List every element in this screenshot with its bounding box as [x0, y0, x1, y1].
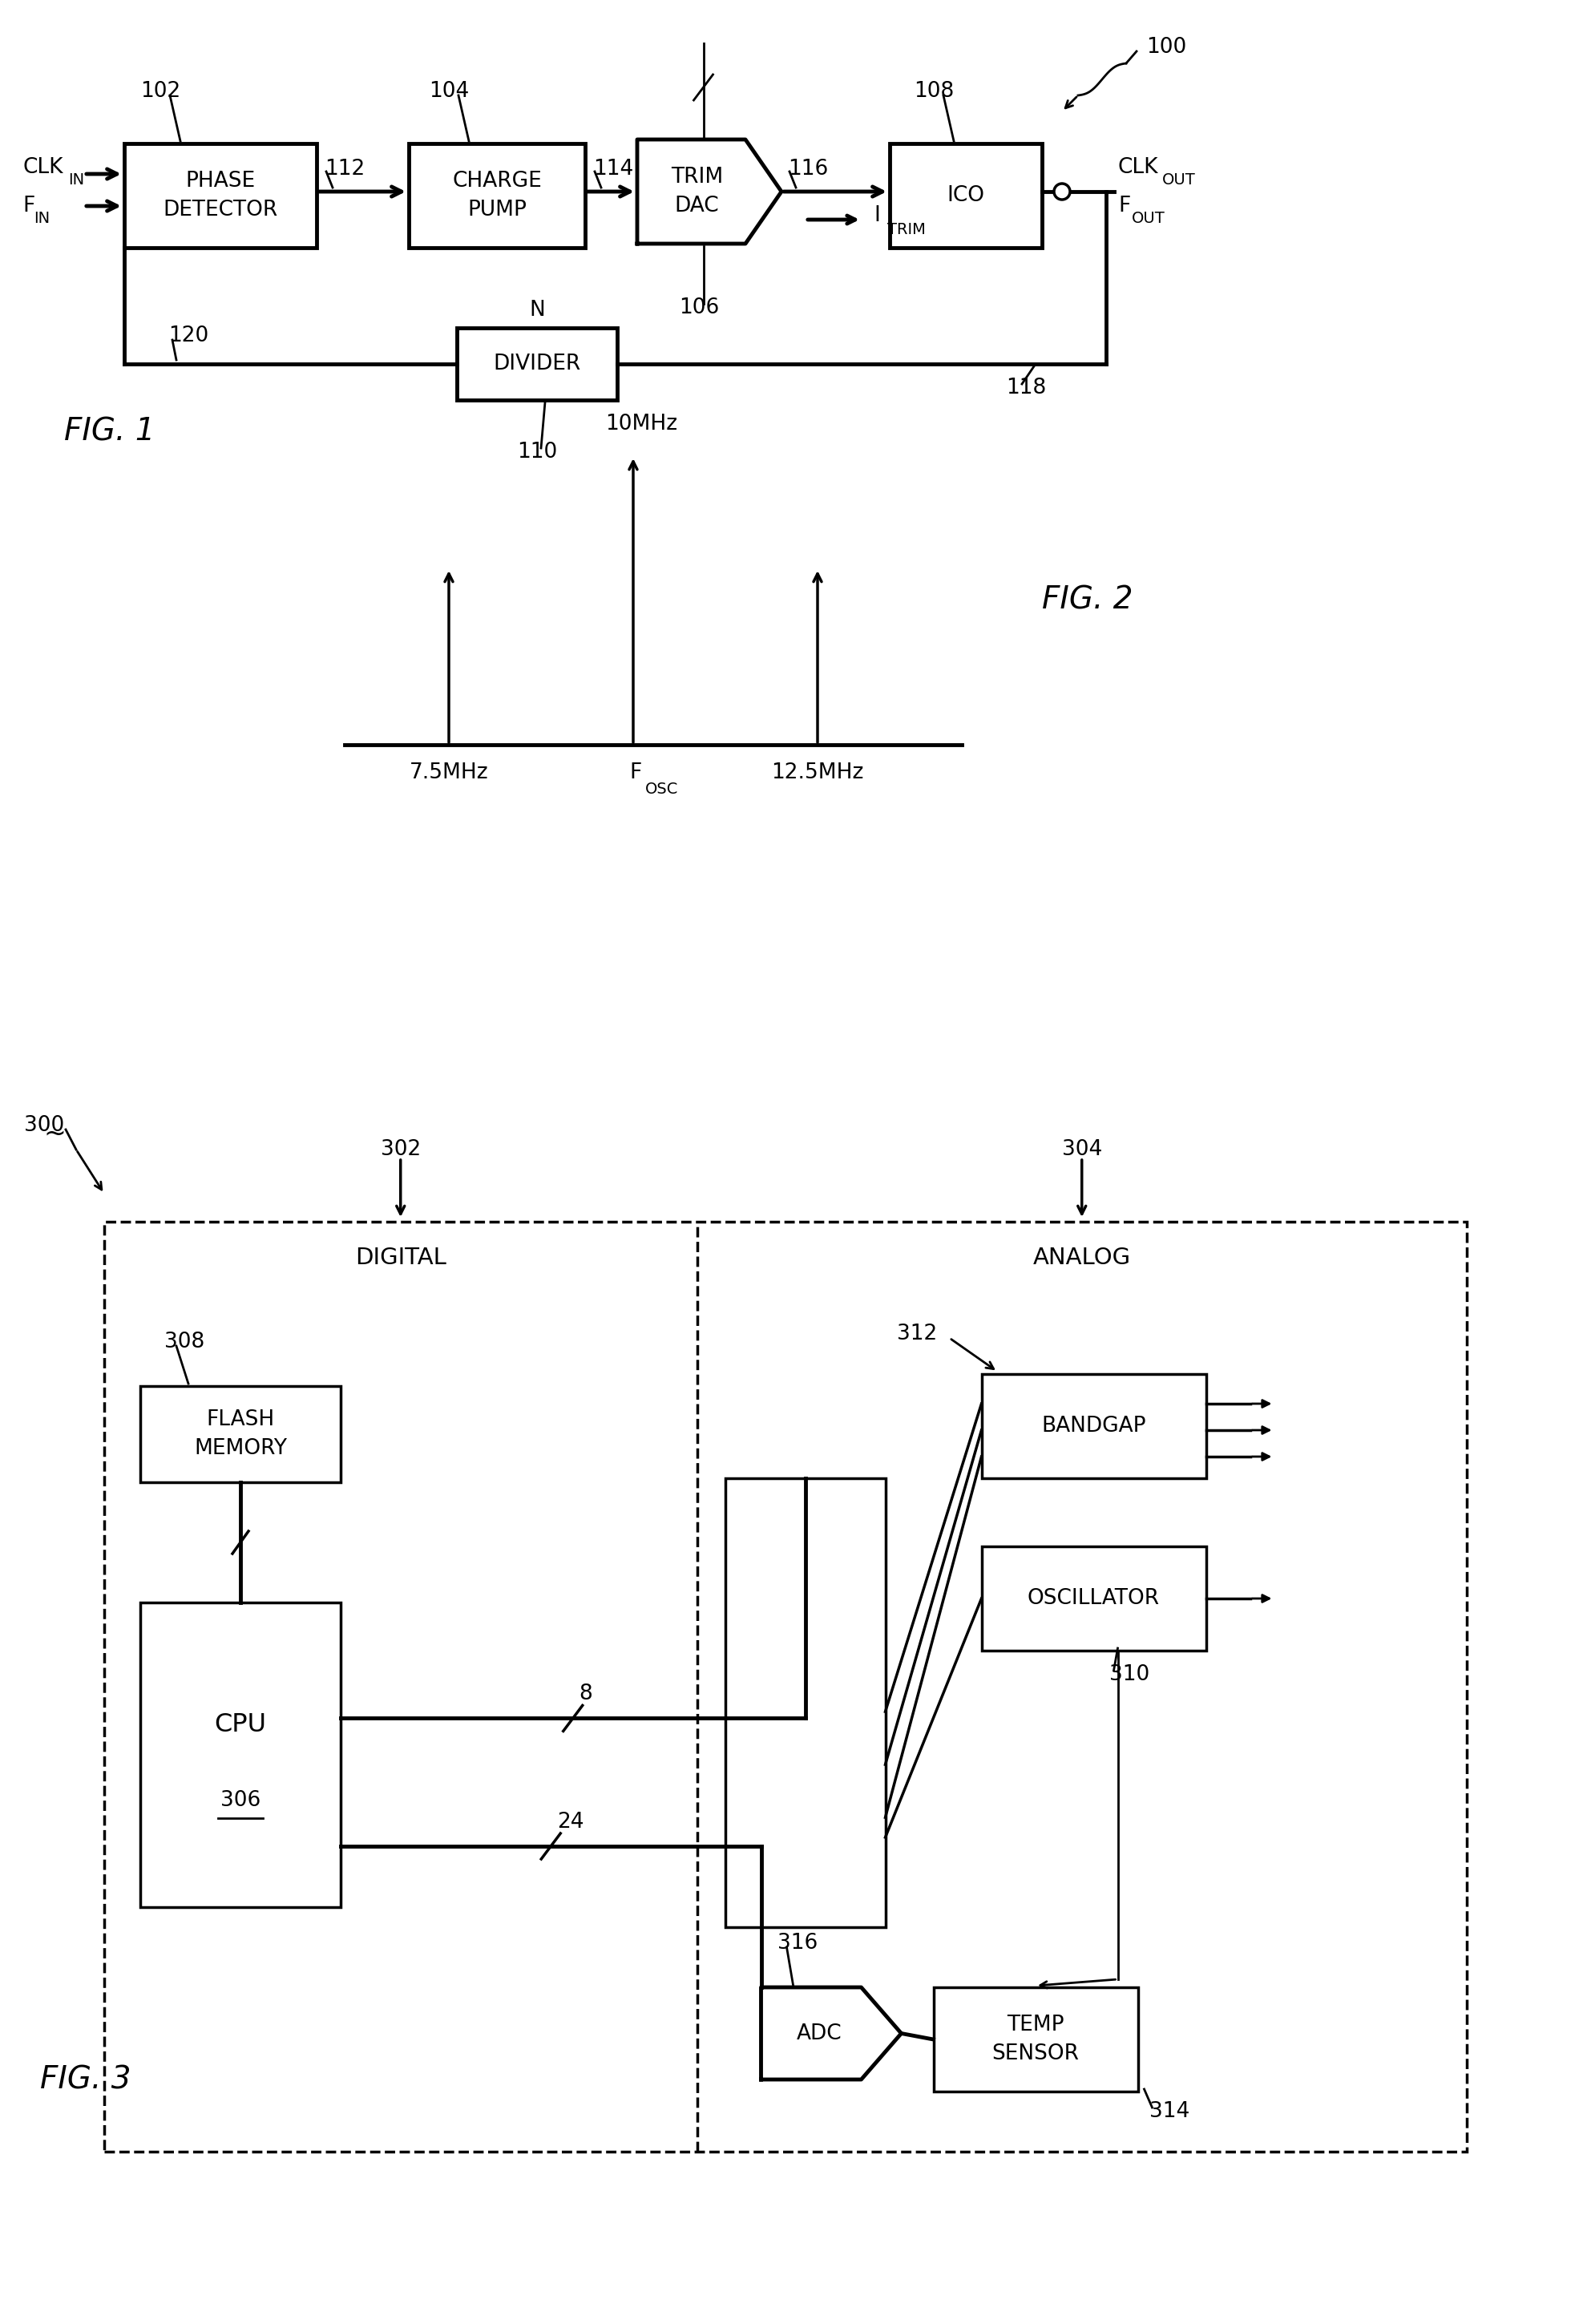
- Text: OUT: OUT: [1162, 172, 1195, 188]
- Text: 106: 106: [679, 297, 719, 318]
- Text: DETECTOR: DETECTOR: [163, 200, 279, 221]
- Text: F: F: [1118, 195, 1130, 216]
- Text: 314: 314: [1149, 2101, 1190, 2122]
- Text: ~: ~: [43, 1120, 65, 1146]
- Text: 100: 100: [1146, 37, 1186, 58]
- Text: DIVIDER: DIVIDER: [494, 353, 581, 374]
- Text: 24: 24: [557, 1813, 584, 1834]
- Text: MEMORY: MEMORY: [195, 1439, 287, 1459]
- Bar: [123, 144, 317, 249]
- Bar: [408, 144, 586, 249]
- Text: DAC: DAC: [674, 195, 719, 216]
- Text: 306: 306: [220, 1789, 261, 1810]
- Text: 312: 312: [898, 1325, 937, 1343]
- Text: OSCILLATOR: OSCILLATOR: [1027, 1587, 1160, 1608]
- Text: ICO: ICO: [947, 186, 985, 207]
- Text: CLK: CLK: [22, 158, 63, 179]
- Text: 116: 116: [788, 158, 828, 179]
- Text: BANDGAP: BANDGAP: [1042, 1415, 1146, 1436]
- Bar: [104, 1222, 1467, 2152]
- Text: OUT: OUT: [1132, 211, 1165, 225]
- Text: 300: 300: [24, 1116, 65, 1136]
- Text: CLK: CLK: [1118, 158, 1159, 179]
- Bar: [934, 1987, 1138, 2092]
- Text: 110: 110: [518, 442, 557, 462]
- Text: 316: 316: [777, 1934, 817, 1954]
- Text: IN: IN: [33, 211, 49, 225]
- Text: PHASE: PHASE: [185, 170, 255, 191]
- Text: CPU: CPU: [214, 1713, 266, 1736]
- Text: OSC: OSC: [646, 781, 679, 797]
- Bar: [141, 1385, 340, 1483]
- Text: 308: 308: [165, 1332, 204, 1353]
- Text: 108: 108: [913, 81, 955, 102]
- Bar: [457, 328, 617, 400]
- Text: TRIM: TRIM: [671, 167, 723, 188]
- Text: FIG. 3: FIG. 3: [40, 2064, 131, 2094]
- Polygon shape: [638, 139, 782, 244]
- Bar: [890, 144, 1042, 249]
- Text: IN: IN: [68, 172, 84, 188]
- Text: 120: 120: [168, 325, 209, 346]
- Text: N: N: [529, 300, 545, 321]
- Bar: [725, 1478, 885, 1927]
- Text: F: F: [22, 195, 35, 216]
- Text: FIG. 2: FIG. 2: [1042, 586, 1133, 616]
- Text: FIG. 1: FIG. 1: [65, 416, 155, 446]
- Bar: [981, 1373, 1206, 1478]
- Text: 8: 8: [579, 1685, 592, 1703]
- Text: 302: 302: [380, 1139, 421, 1160]
- Text: 102: 102: [141, 81, 180, 102]
- Text: FLASH: FLASH: [206, 1408, 274, 1429]
- Text: 112: 112: [325, 158, 366, 179]
- Bar: [141, 1604, 340, 1908]
- Text: PUMP: PUMP: [467, 200, 527, 221]
- Text: 104: 104: [429, 81, 469, 102]
- Polygon shape: [761, 1987, 901, 2080]
- Bar: [981, 1545, 1206, 1650]
- Text: 114: 114: [594, 158, 633, 179]
- Text: 310: 310: [1110, 1664, 1149, 1685]
- Text: I: I: [874, 205, 880, 225]
- Text: 12.5MHz: 12.5MHz: [771, 762, 864, 783]
- Text: 7.5MHz: 7.5MHz: [410, 762, 489, 783]
- Text: TRIM: TRIM: [888, 221, 926, 237]
- Text: 304: 304: [1062, 1139, 1102, 1160]
- Text: F: F: [628, 762, 641, 783]
- Text: 10MHz: 10MHz: [605, 414, 678, 435]
- Text: DIGITAL: DIGITAL: [355, 1246, 446, 1269]
- Text: CHARGE: CHARGE: [453, 170, 541, 191]
- Text: TEMP: TEMP: [1007, 2015, 1064, 2036]
- Text: 118: 118: [1005, 376, 1046, 397]
- Text: SENSOR: SENSOR: [993, 2043, 1080, 2064]
- Text: ADC: ADC: [796, 2022, 842, 2043]
- Text: ANALOG: ANALOG: [1034, 1246, 1130, 1269]
- Circle shape: [1054, 184, 1070, 200]
